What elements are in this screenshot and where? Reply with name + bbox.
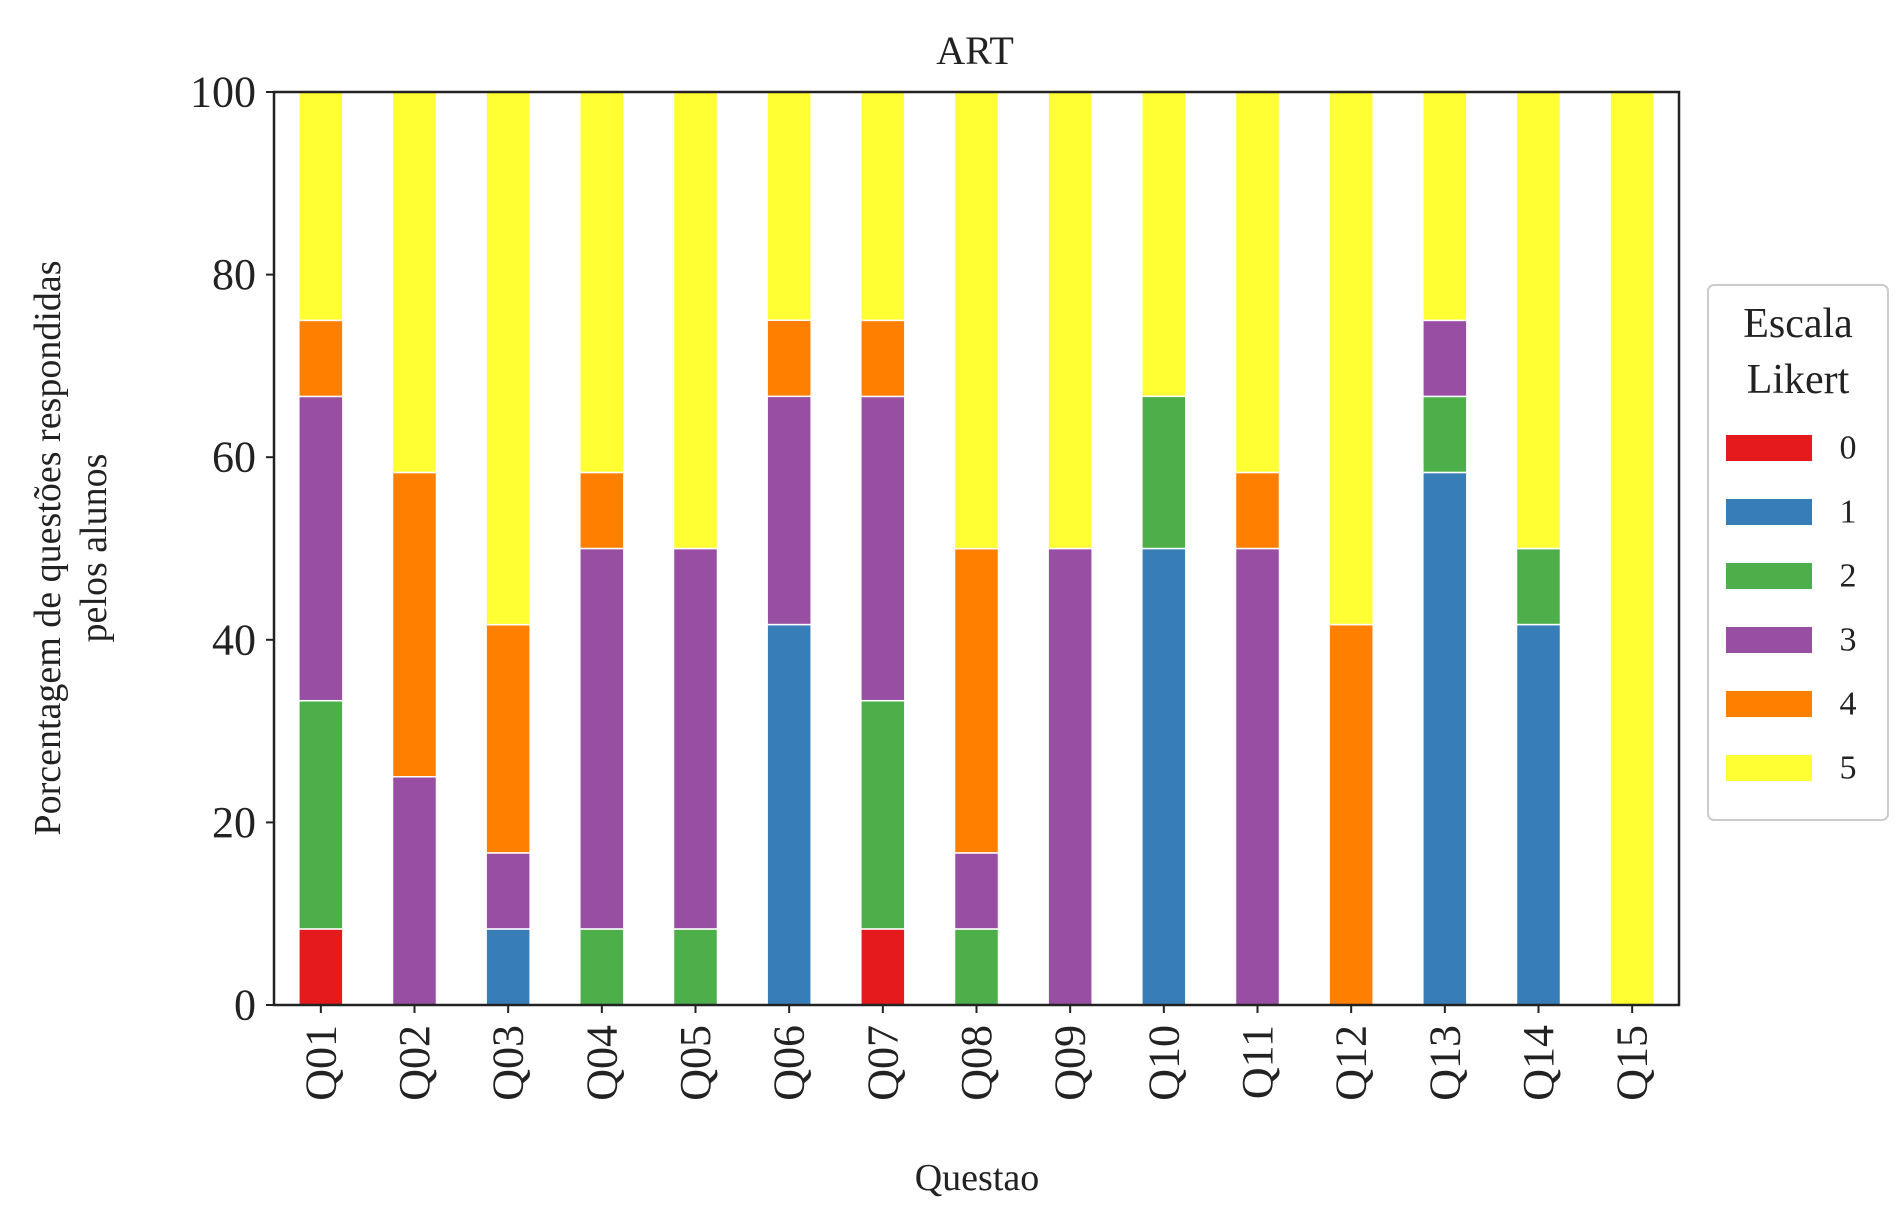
bar-segment-q02-likert-3 <box>391 776 438 1006</box>
x-tick-label: Q12 <box>1327 1025 1376 1101</box>
x-tick-label: Q13 <box>1420 1025 1469 1101</box>
bar-segment-q04-likert-4 <box>579 471 625 550</box>
x-tick-label: Q03 <box>484 1025 533 1101</box>
y-axis-label-line: Porcentagem de questões respondidas <box>27 260 69 835</box>
bar-segment-q13-likert-2 <box>1422 395 1468 474</box>
bar-segment-q01-likert-4 <box>298 319 344 398</box>
legend-title: Likert <box>1747 357 1850 403</box>
bar-segment-q14-likert-2 <box>1515 547 1562 626</box>
x-tick-label: Q02 <box>390 1025 439 1101</box>
x-tick-label: Q14 <box>1514 1025 1563 1101</box>
bar-segment-q07-likert-4 <box>860 319 906 398</box>
bar-segment-q09-likert-5 <box>1047 91 1093 550</box>
bar-segment-q07-likert-5 <box>860 91 906 322</box>
x-tick-label: Q07 <box>858 1025 907 1101</box>
bar-segment-q11-likert-4 <box>1234 471 1281 550</box>
x-axis-ticks: Q01 Q02 Q03 Q04 Q05 Q06 Q07 Q08 Q09 Q10 Q11 Q12 Q13 Q… <box>296 1005 1657 1101</box>
bar-segment-q14-likert-5 <box>1515 91 1562 550</box>
legend-label-5: 5 <box>1840 750 1857 787</box>
bar-segment-q10-likert-5 <box>1141 91 1187 398</box>
x-tick-label: Q08 <box>952 1025 1001 1101</box>
bar-segment-q09-likert-3 <box>1047 547 1093 1006</box>
x-tick-label: Q05 <box>671 1025 720 1101</box>
bar-segment-q10-likert-1 <box>1141 547 1187 1006</box>
bar-segment-q01-likert-0 <box>298 928 344 1006</box>
x-tick-label: Q06 <box>765 1025 814 1101</box>
bar-segment-q04-likert-2 <box>579 928 625 1006</box>
y-tick-label: 60 <box>212 433 256 482</box>
bar-segment-q08-likert-3 <box>953 852 1000 930</box>
bar-segment-q06-likert-5 <box>766 91 812 321</box>
x-tick-label: Q15 <box>1608 1025 1657 1101</box>
bar-segment-q11-likert-5 <box>1234 91 1281 474</box>
y-tick-label: 40 <box>212 615 256 664</box>
bar-segment-q14-likert-1 <box>1515 623 1562 1006</box>
legend-swatch-2 <box>1726 563 1812 589</box>
bar-segment-q13-likert-1 <box>1422 471 1468 1006</box>
y-tick-label: 20 <box>212 798 256 847</box>
bar-segment-q12-likert-4 <box>1328 623 1374 1006</box>
y-axis-label: Porcentagem de questões respondidas pelos… <box>27 260 115 835</box>
legend-swatch-1 <box>1726 499 1812 525</box>
legend-swatch-0 <box>1726 435 1812 461</box>
legend-title: Escala <box>1743 301 1853 347</box>
bar-segment-q05-likert-5 <box>672 91 719 550</box>
bar-segment-q03-likert-5 <box>485 91 531 626</box>
legend: Escala Likert 0 1 2 3 4 5 <box>1707 284 1889 821</box>
bar-segment-q11-likert-3 <box>1234 547 1281 1006</box>
bar-segment-q03-likert-1 <box>485 928 531 1006</box>
bar-segment-q03-likert-4 <box>485 623 531 854</box>
y-tick-label: 0 <box>234 981 256 1030</box>
bar-segment-q06-likert-1 <box>766 623 812 1006</box>
bar-segment-q05-likert-2 <box>672 928 719 1006</box>
legend-box <box>1707 284 1889 821</box>
chart-title: ART <box>936 28 1014 73</box>
legend-label-2: 2 <box>1840 558 1857 595</box>
y-tick-label: 80 <box>212 250 256 299</box>
x-tick-label: Q11 <box>1233 1025 1282 1099</box>
bar-segment-q12-likert-5 <box>1328 91 1374 626</box>
bar-segment-q04-likert-3 <box>579 547 625 930</box>
legend-label-4: 4 <box>1840 686 1857 723</box>
bar-segment-q07-likert-3 <box>860 395 906 702</box>
bar-segment-q13-likert-3 <box>1422 319 1468 398</box>
legend-swatch-4 <box>1726 691 1812 717</box>
bar-segment-q06-likert-3 <box>766 395 812 626</box>
bar-segment-q08-likert-5 <box>953 91 1000 550</box>
x-tick-label: Q01 <box>296 1025 345 1101</box>
x-tick-label: Q10 <box>1139 1025 1188 1101</box>
bar-segment-q13-likert-5 <box>1422 91 1468 322</box>
bar-segment-q06-likert-4 <box>766 319 812 398</box>
y-axis-label-line: pelos alunos <box>73 454 115 643</box>
bar-segment-q01-likert-2 <box>298 699 344 930</box>
legend-swatch-3 <box>1726 627 1812 653</box>
x-tick-label: Q04 <box>577 1025 626 1101</box>
legend-swatch-5 <box>1726 755 1812 781</box>
bar-segment-q08-likert-4 <box>953 547 1000 854</box>
bar-segment-q02-likert-4 <box>391 471 438 778</box>
x-tick-label: Q09 <box>1046 1025 1095 1101</box>
bar-segment-q08-likert-2 <box>953 928 1000 1006</box>
x-axis-label: Questao <box>915 1157 1040 1199</box>
bar-segment-q04-likert-5 <box>579 91 625 474</box>
y-axis-ticks: 0 20 40 60 80 100 <box>190 68 274 1030</box>
bar-segment-q07-likert-2 <box>860 699 906 930</box>
bar-segment-q01-likert-5 <box>298 91 344 322</box>
bar-segment-q15-likert-5 <box>1609 91 1655 1006</box>
y-tick-label: 100 <box>190 68 256 117</box>
bar-segment-q07-likert-0 <box>860 928 906 1006</box>
bar-segment-q02-likert-5 <box>391 91 438 474</box>
bar-segment-q01-likert-3 <box>298 395 344 702</box>
legend-label-0: 0 <box>1840 430 1857 467</box>
bar-segment-q05-likert-3 <box>672 547 719 930</box>
legend-label-3: 3 <box>1840 622 1857 659</box>
bars-group <box>298 91 1655 1006</box>
bar-segment-q10-likert-2 <box>1141 395 1187 550</box>
legend-label-1: 1 <box>1840 494 1857 531</box>
bar-segment-q03-likert-3 <box>485 852 531 930</box>
